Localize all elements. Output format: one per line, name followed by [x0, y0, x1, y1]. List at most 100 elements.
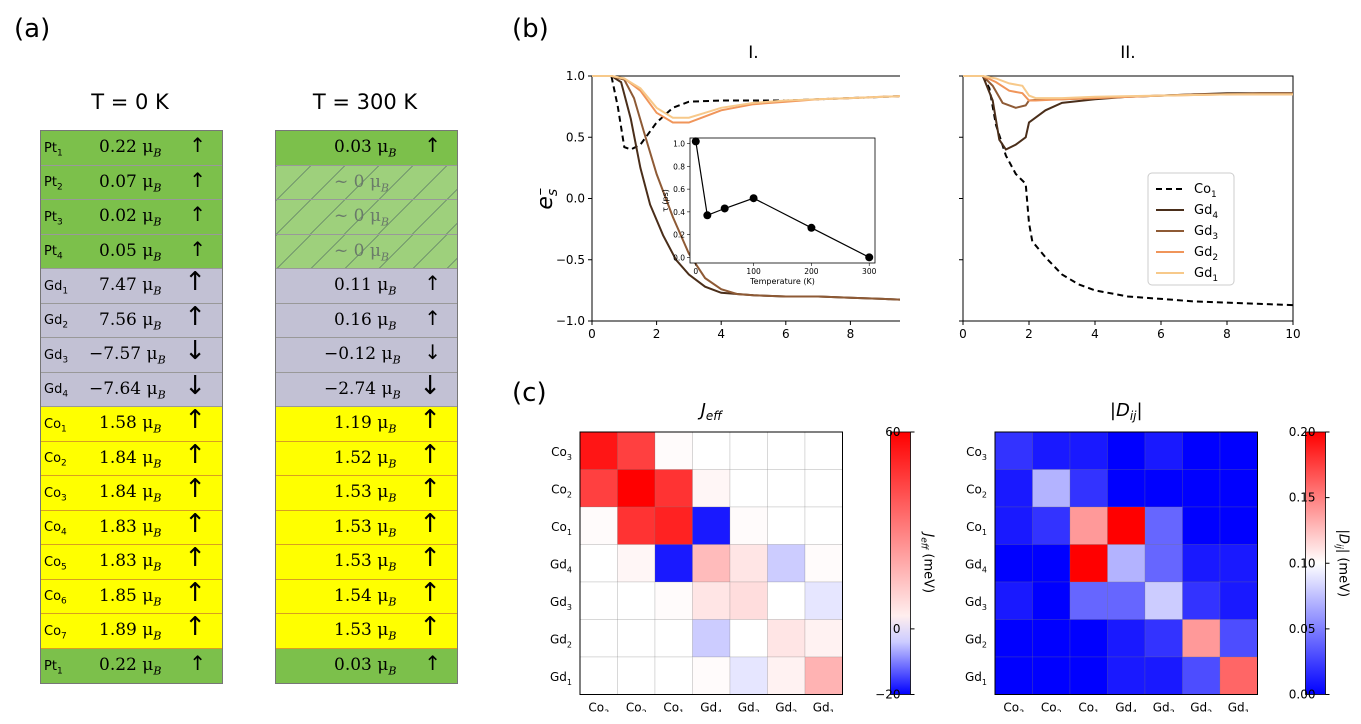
col-label-text: Gd: [738, 701, 755, 713]
row-label-text: Co: [551, 520, 567, 534]
unit-subscript: B: [388, 629, 397, 643]
heatmap-cell: [994, 656, 1033, 695]
inset-point: [691, 137, 700, 146]
heatmap-cell: [1032, 581, 1071, 620]
table-row: ~ 0 μB: [276, 200, 457, 235]
x-tick-label: 8: [847, 327, 855, 340]
heatmap-cell: [579, 581, 618, 620]
col-label-sub: 4: [1132, 709, 1137, 713]
col-label: Gd4: [1115, 701, 1137, 713]
heatmap-cell: [617, 544, 656, 583]
moment-value: ~ 0 μB: [334, 172, 389, 194]
row-label: Gd1: [965, 670, 987, 687]
heatmap-cell: [692, 506, 731, 545]
moment-number: 0.07 μ: [99, 171, 154, 192]
col-label-text: Gd: [1190, 701, 1207, 713]
site-label: Pt4: [44, 244, 63, 262]
heatmap-cell: [1069, 656, 1108, 695]
row-label: Co3: [966, 445, 987, 462]
legend-entry: Gd3: [1194, 224, 1218, 242]
table-row: Pt4 0.05 μB ↑: [41, 234, 222, 269]
row-label-sub: 1: [567, 678, 572, 687]
moment-number: 1.83 μ: [99, 516, 154, 537]
heatmap-cell: [767, 544, 806, 583]
heatmap-cell: [729, 581, 768, 620]
heatmap-title-end: |: [1137, 400, 1143, 421]
heatmap-cell: [729, 619, 768, 658]
row-label-text: Co: [966, 520, 982, 534]
row-label: Co1: [551, 520, 572, 537]
moment-value: 1.52 μB: [334, 448, 396, 470]
col-label-sub: 1: [679, 709, 684, 713]
row-label-text: Co: [551, 482, 567, 496]
heatmap-cell: [1069, 619, 1108, 658]
arrow-up-icon: ↑: [189, 167, 206, 192]
table-row: Co2 1.84 μB ↑: [41, 440, 222, 476]
site-label: Co4: [44, 520, 67, 538]
y-tick-label: −1.0: [556, 314, 585, 328]
arrow-up-icon: ↑: [424, 133, 441, 157]
moment-value: 7.47 μB: [99, 275, 161, 297]
heatmap-cell: [1032, 619, 1071, 658]
colorbar: [890, 431, 911, 695]
moment-value: 0.11 μB: [334, 275, 396, 297]
heatmap-cell: [804, 619, 843, 658]
moment-value: 7.56 μB: [99, 310, 161, 332]
heatmap-cell: [579, 619, 618, 658]
series-line-Gd1: [592, 75, 900, 119]
moment-value: −7.64 μB: [89, 379, 166, 401]
colorbar-tick-label: 60: [885, 425, 900, 439]
heatmap-cell: [1144, 506, 1183, 545]
legend-entry: Gd1: [1194, 266, 1218, 284]
unit-subscript: B: [153, 180, 162, 194]
site-index: 1: [56, 667, 63, 677]
moment-number: 0.22 μ: [99, 137, 154, 157]
colorbar-tick-label: 0.05: [1289, 622, 1316, 636]
table-row: 1.53 μB ↑: [276, 474, 457, 511]
legend-entry-sub: 2: [1212, 253, 1218, 263]
heatmap-cell: [729, 431, 768, 470]
row-label: Co2: [551, 482, 572, 499]
row-label-text: Co: [966, 445, 982, 459]
site-label: Gd4: [44, 382, 69, 400]
unit-subscript: B: [153, 249, 162, 263]
col-label-sub: 1: [1094, 709, 1099, 713]
site-index: 5: [61, 562, 67, 573]
inset-y-tick-label: 0.0: [673, 253, 685, 262]
unit-subscript: B: [388, 146, 397, 160]
moment-number: 0.03 μ: [334, 137, 389, 157]
site-index: 3: [62, 355, 69, 366]
heatmap-cell: [692, 431, 731, 470]
x-tick-label: 0: [588, 327, 596, 340]
table-title-t0: T = 0 K: [91, 90, 169, 114]
unit-subscript: B: [380, 249, 390, 263]
col-label-sub: 4: [717, 709, 722, 713]
unit-subscript: B: [153, 318, 162, 332]
y-axis-label-sup: z: [540, 187, 545, 196]
col-label: Gd2: [775, 701, 797, 713]
heatmap-cell: [579, 506, 618, 545]
col-label: Co1: [1078, 701, 1099, 713]
heatmap-cell: [1107, 581, 1146, 620]
moment-value: 1.89 μB: [99, 620, 161, 642]
row-label-sub: 3: [567, 603, 572, 612]
table-row: Gd4 −7.64 μB ↓: [41, 371, 222, 407]
heatmap-title-main: |D: [1110, 400, 1130, 421]
col-label-text: Gd: [1153, 701, 1170, 713]
table-row: Pt1 0.22 μB ↑: [41, 648, 222, 683]
row-label: Gd3: [965, 595, 987, 612]
arrow-up-icon: ↑: [419, 474, 441, 504]
site-label: Pt1: [44, 140, 63, 159]
colorbar-tick-label: 0: [893, 622, 901, 636]
heatmap-cell: [1144, 469, 1183, 508]
moment-number: 1.53 μ: [334, 620, 389, 640]
row-label-text: Gd: [550, 632, 567, 646]
unit-subscript: B: [388, 594, 397, 608]
y-axis-label: esz: [540, 187, 561, 210]
heatmap-cell: [1069, 431, 1108, 470]
site-index: 4: [62, 390, 69, 400]
unit-subscript: B: [388, 663, 397, 677]
col-label-text: Gd: [1228, 701, 1245, 713]
legend-frame: [1147, 172, 1235, 286]
site-label: Co7: [44, 623, 67, 642]
